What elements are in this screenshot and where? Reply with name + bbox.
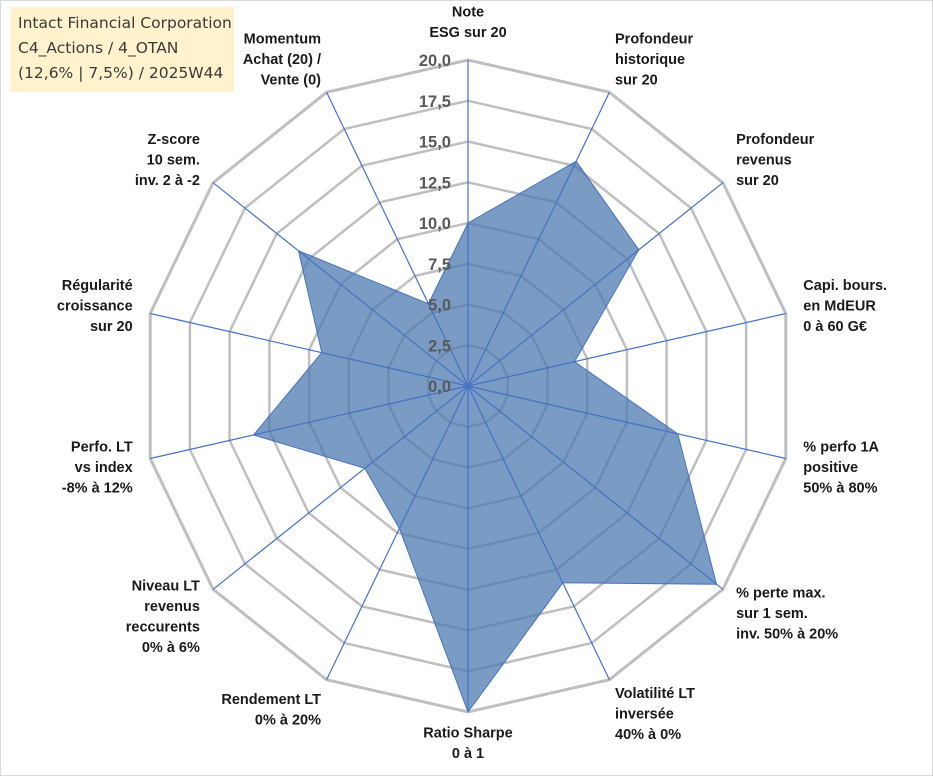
tick-label: 12,5: [419, 174, 451, 192]
axis-label-line: Ratio Sharpe: [423, 726, 512, 742]
axis-label-line: 0 à 60 G€: [803, 319, 867, 335]
axis-label-line: inversée: [615, 707, 674, 723]
axis-label-line: 50% à 80%: [803, 481, 877, 497]
axis-label-line: revenus: [144, 599, 200, 615]
axis-label-line: Régularité: [62, 278, 133, 294]
tick-label: 20,0: [419, 52, 451, 70]
title-stats: (12,6% | 7,5%) / 2025W44: [18, 64, 224, 82]
axis-label-4: % perfo 1A positive 50% à 80%: [803, 440, 879, 497]
axis-label-0: Note ESG sur 20: [429, 5, 506, 42]
title-category: C4_Actions / 4_OTAN: [18, 39, 179, 57]
axis-label-10: Perfo. LT vs index -8% à 12%: [62, 440, 133, 497]
axis-label-line: Vente (0): [261, 72, 322, 88]
axis-spoke-6: [467, 385, 610, 680]
axis-spoke-12: [212, 182, 469, 387]
axis-label-line: -8% à 12%: [62, 481, 133, 497]
tick-label: 0,0: [428, 378, 451, 396]
axis-spoke-2: [467, 182, 724, 387]
axis-label-line: inv. 2 à -2: [135, 173, 200, 189]
axis-label-line: Achat (20) /: [243, 52, 321, 68]
label-layer: Note ESG sur 20 Profondeur historique sur 20…: [57, 5, 887, 763]
axis-label-5: % perte max. sur 1 sem. inv. 50% à 20%: [736, 585, 838, 642]
axis-spoke-11: [150, 312, 469, 387]
axis-label-line: Rendement LT: [221, 692, 321, 708]
tick-label: 7,5: [428, 256, 451, 274]
axis-spoke-10: [150, 385, 469, 460]
axis-label-line: Z-score: [148, 132, 200, 148]
axis-label-line: croissance: [57, 298, 133, 314]
axis-label-line: sur 20: [615, 72, 658, 88]
axis-label-12: Z-score 10 sem. inv. 2 à -2: [135, 132, 200, 189]
axis-label-line: en MdEUR: [803, 298, 876, 314]
axis-label-line: Capi. bours.: [803, 278, 887, 294]
axis-label-line: Profondeur: [736, 132, 814, 148]
axis-label-line: Note: [452, 5, 484, 21]
axis-label-line: Perfo. LT: [71, 440, 133, 456]
axis-label-6: Volatilité LT inversée 40% à 0%: [615, 686, 695, 743]
tick-label: 17,5: [419, 93, 451, 111]
axis-label-3: Capi. bours. en MdEUR 0 à 60 G€: [803, 278, 887, 335]
axis-label-1: Profondeur historique sur 20: [615, 31, 693, 88]
axis-label-line: Momentum: [244, 31, 321, 47]
axis-label-line: 0% à 6%: [142, 640, 200, 656]
axis-label-line: vs index: [75, 460, 133, 476]
axis-label-line: sur 20: [90, 319, 133, 335]
axis-label-line: revenus: [736, 153, 792, 169]
axis-label-line: % perte max.: [736, 585, 825, 601]
axis-label-line: positive: [803, 460, 858, 476]
title-company: Intact Financial Corporation: [18, 14, 232, 32]
axis-label-2: Profondeur revenus sur 20: [736, 132, 814, 189]
axis-label-line: 0% à 20%: [255, 712, 321, 728]
tick-label: 10,0: [419, 215, 451, 233]
axis-label-line: 40% à 0%: [615, 727, 681, 743]
chart-title-box: Intact Financial Corporation C4_Actions …: [10, 7, 234, 92]
axis-label-line: sur 1 sem.: [736, 606, 808, 622]
axis-label-8: Rendement LT 0% à 20%: [221, 692, 321, 729]
axis-spoke-8: [326, 385, 469, 680]
axis-layer: [150, 60, 786, 712]
axis-label-line: Niveau LT: [132, 578, 200, 594]
axis-spoke-3: [467, 312, 786, 387]
axis-label-line: sur 20: [736, 173, 779, 189]
axis-label-11: Régularité croissance sur 20: [57, 278, 133, 335]
axis-label-7: Ratio Sharpe 0 à 1: [423, 726, 512, 763]
tick-label: 2,5: [428, 337, 451, 355]
tick-label: 15,0: [419, 134, 451, 152]
axis-label-line: reccurents: [126, 619, 200, 635]
axis-spoke-5: [467, 385, 724, 590]
axis-spoke-9: [212, 385, 469, 590]
axis-label-line: Volatilité LT: [615, 686, 695, 702]
tick-layer: 0,0 2,5 5,0 7,5 10,0 12,5 15,0 17,5 20,0: [419, 52, 451, 396]
axis-label-line: historique: [615, 52, 685, 68]
axis-label-line: 10 sem.: [147, 153, 200, 169]
axis-label-line: 0 à 1: [452, 746, 484, 762]
tick-label: 5,0: [428, 297, 451, 315]
axis-spoke-4: [467, 385, 786, 460]
axis-label-line: ESG sur 20: [429, 25, 506, 41]
axis-label-9: Niveau LT revenus reccurents 0% à 6%: [126, 578, 200, 656]
axis-spoke-13: [326, 92, 469, 387]
axis-label-line: Profondeur: [615, 31, 693, 47]
axis-label-line: % perfo 1A: [803, 440, 879, 456]
axis-label-line: inv. 50% à 20%: [736, 626, 838, 642]
axis-label-13: Momentum Achat (20) / Vente (0): [243, 31, 321, 88]
axis-spoke-1: [467, 92, 610, 387]
